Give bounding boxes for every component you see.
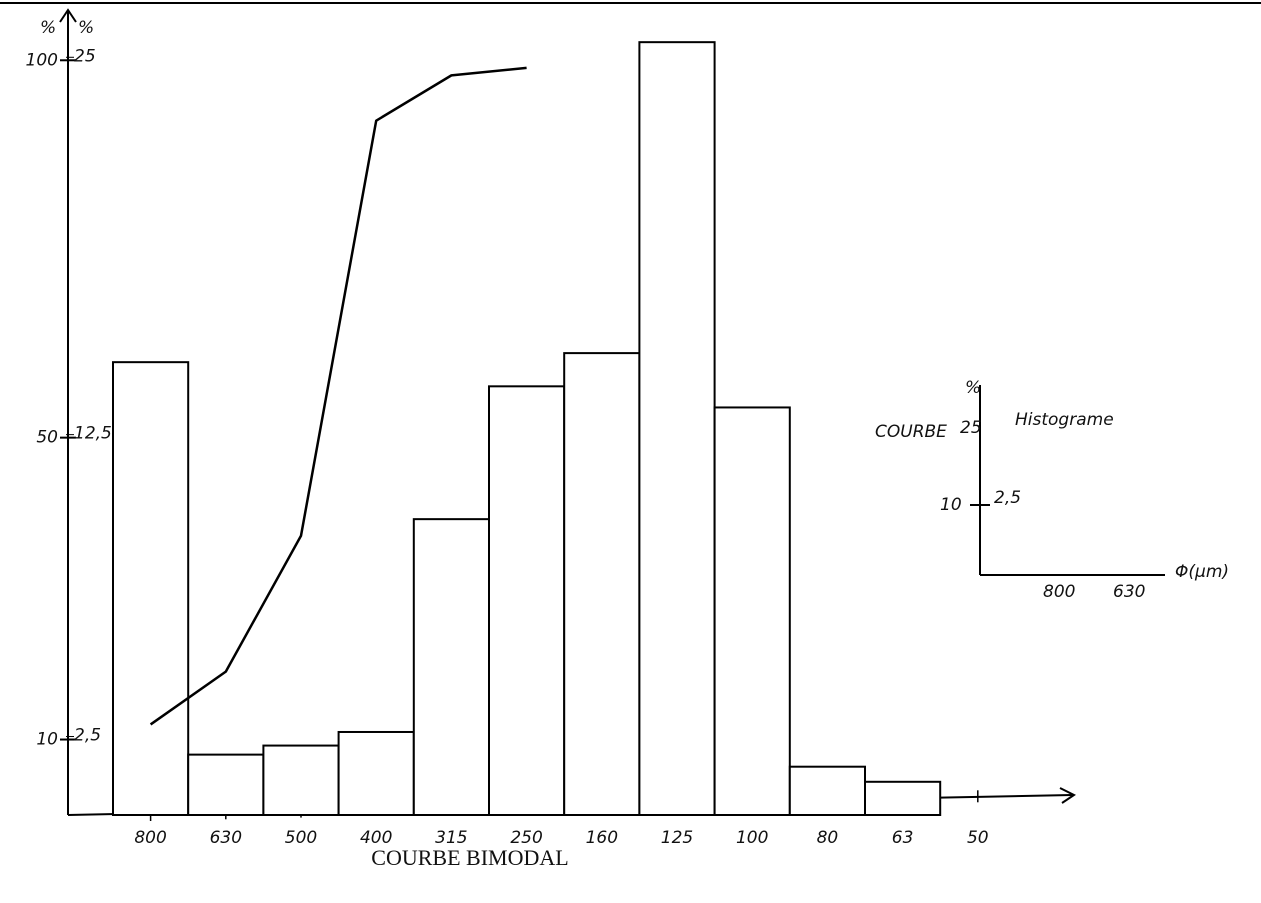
x-tick-label: 63 xyxy=(892,828,914,848)
bar xyxy=(790,767,865,815)
x-tick-label: 125 xyxy=(661,828,693,848)
bar xyxy=(263,746,338,815)
bar xyxy=(414,519,489,815)
x-tick-label: 500 xyxy=(285,828,317,848)
x-tick-label: 315 xyxy=(435,828,467,848)
y2-axis-label: % xyxy=(78,18,94,38)
bar xyxy=(865,782,940,815)
x-tick-label: 100 xyxy=(736,828,768,848)
legend-y-label: % xyxy=(965,378,981,398)
y-tick-label: 50 xyxy=(36,428,58,448)
x-tick-label: 400 xyxy=(360,828,392,848)
legend-x-label: Φ(μm) xyxy=(1175,562,1229,582)
x-tick-label: 630 xyxy=(210,828,242,848)
y-tick-label: 10 xyxy=(36,730,58,750)
bar xyxy=(715,407,790,815)
legend-x-tick: 630 xyxy=(1113,582,1145,602)
legend-tick-label: 10 xyxy=(940,495,962,515)
y-tick-label: 100 xyxy=(26,50,58,70)
legend-entry: Histograme xyxy=(1015,410,1114,430)
bar xyxy=(188,755,263,815)
chart-title: COURBE BIMODAL xyxy=(371,845,568,870)
chart: % % COURBE BIMODAL % COURBE 25 Histogram… xyxy=(0,0,1261,903)
legend-x-tick: 800 xyxy=(1043,582,1075,602)
legend: % COURBE 25 Histograme 10 2,5 800 630 Φ(… xyxy=(875,378,1229,602)
legend-entry: COURBE xyxy=(875,422,947,442)
x-tick-label: 800 xyxy=(134,828,166,848)
y2-tick-label: 25 xyxy=(74,46,96,66)
y2-tick-label: 12,5 xyxy=(74,424,112,444)
x-tick-label: 250 xyxy=(510,828,542,848)
x-tick-label: 160 xyxy=(586,828,618,848)
x-tick-label: 80 xyxy=(817,828,839,848)
bar xyxy=(489,386,564,815)
bar xyxy=(113,362,188,815)
y-axis-label: % xyxy=(40,18,56,38)
legend-tick-label: 25 xyxy=(960,418,982,438)
bar xyxy=(564,353,639,815)
legend-tick-label: 2,5 xyxy=(994,488,1021,508)
bar xyxy=(339,732,414,815)
y2-tick-label: 2,5 xyxy=(74,726,101,746)
bar xyxy=(639,42,714,815)
x-tick-label: 50 xyxy=(967,828,989,848)
